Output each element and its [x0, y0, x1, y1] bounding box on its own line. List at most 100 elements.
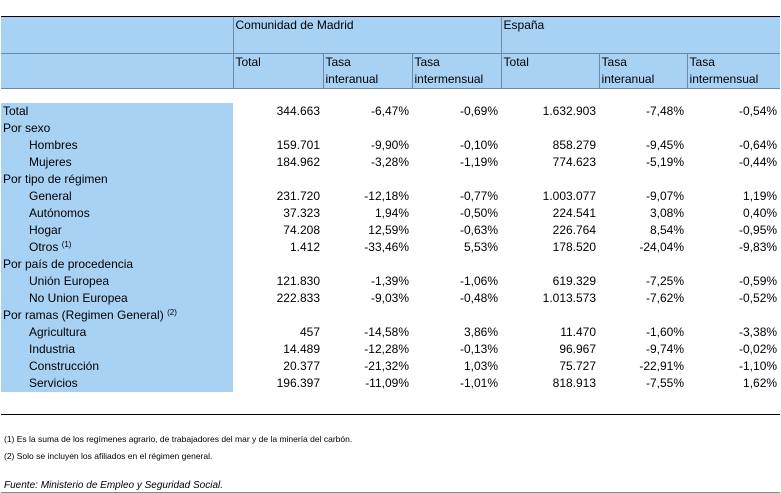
cell-value: -6,47% [370, 104, 409, 118]
cell-value: 74.208 [283, 223, 320, 237]
row-label: Agricultura [1, 324, 233, 341]
cell-value: -1,39% [370, 274, 409, 288]
cell-value: 20.377 [283, 359, 320, 373]
cell-value: -1,19% [460, 155, 499, 169]
column-header: Tasa intermensual [686, 53, 781, 89]
row-label-text: Hogar [29, 223, 62, 237]
cell-value: -7,25% [646, 274, 685, 288]
cell-value: -12,18% [364, 189, 409, 203]
cell-value: 196.397 [276, 376, 320, 390]
header-corner-lower [1, 53, 233, 89]
source-note: Fuente: Ministerio de Empleo y Seguridad… [4, 480, 224, 491]
footnote-marker: (2) [167, 308, 177, 317]
row-label-text: Por país de procedencia [3, 257, 134, 271]
column-header: Tasa intermensual [411, 53, 502, 89]
cell-value: -0,02% [739, 342, 778, 356]
cell-value [687, 307, 780, 324]
row-label-text: General [29, 189, 72, 203]
cell-value: -1,10% [739, 359, 778, 373]
row-label: Por país de procedencia [1, 256, 233, 273]
cell-value: -9,90% [370, 138, 409, 152]
cell-value: -9,07% [646, 189, 685, 203]
cell-value [599, 256, 687, 273]
cell-value [233, 256, 323, 273]
row-label-text: Servicios [29, 376, 78, 390]
table-row: Mujeres 184.962 -3,28% -1,19% 774.623 -5,19% -… [1, 154, 780, 171]
cell-value: -21,32% [364, 359, 409, 373]
column-header-line1: Total [235, 55, 261, 69]
cell-value: 224.541 [552, 206, 597, 220]
cell-value [501, 307, 599, 324]
cell-value: -9,45% [646, 138, 685, 152]
data-table: Comunidad de Madrid España Total Tasa int… [1, 16, 781, 392]
column-header: Total [500, 53, 600, 89]
footnote-1: (1) Es la suma de los regímenes agrario,… [4, 434, 353, 444]
column-header: Tasa interanual [598, 53, 688, 89]
cell-value: -22,91% [639, 359, 685, 373]
cell-value: 222.833 [276, 291, 320, 305]
cell-value: -12,28% [364, 342, 409, 356]
cell-value: -0,48% [460, 291, 499, 305]
row-label: Construcción [1, 358, 233, 375]
cell-value: -9,03% [370, 291, 409, 305]
cell-value [687, 171, 780, 188]
group-header-madrid: Comunidad de Madrid [232, 16, 502, 54]
table-body: Total 344.663 -6,47% -0,69% 1.632.903 -7,48% -… [1, 103, 780, 392]
cell-value: -0,10% [460, 138, 499, 152]
row-label: Hombres [1, 137, 233, 154]
row-label-text: Autónomos [29, 206, 90, 220]
cell-value: -0,54% [739, 104, 778, 118]
row-label: Autónomos [1, 205, 233, 222]
cell-value: -3,28% [370, 155, 409, 169]
row-label-text: Por ramas (Regimen General) [3, 308, 164, 322]
table-row: Agricultura 457 -14,58% 3,86% 11.470 -1,60% -3… [1, 324, 780, 341]
cell-value: 1,94% [374, 206, 409, 220]
footnote-2: (2) Solo se incluyen los afiliados en el… [4, 451, 213, 461]
cell-value: -3,38% [739, 325, 778, 339]
table-row: Hombres 159.701 -9,90% -0,10% 858.279 -9,45% -… [1, 137, 780, 154]
cell-value: -1,01% [460, 376, 499, 390]
column-header: Tasa interanual [322, 53, 412, 89]
cell-value: 37.323 [283, 206, 320, 220]
cell-value: -0,13% [460, 342, 499, 356]
group-header-row: Comunidad de Madrid España [1, 16, 781, 54]
cell-value [412, 120, 501, 137]
row-label-text: Mujeres [29, 155, 72, 169]
table-row: Autónomos 37.323 1,94% -0,50% 224.541 3,08% 0,… [1, 205, 780, 222]
row-label: Unión Europea [1, 273, 233, 290]
cell-value [687, 120, 780, 137]
cell-value: -0,52% [739, 291, 778, 305]
cell-value: 774.623 [552, 155, 597, 169]
cell-value: 818.913 [552, 376, 597, 390]
cell-value: -0,63% [460, 223, 499, 237]
column-header-line2: intermensual [689, 72, 759, 86]
column-header-row: Total Tasa interanual Tasa intermensual To… [1, 53, 781, 89]
cell-value [501, 120, 599, 137]
table-row: Construcción 20.377 -21,32% 1,03% 75.727 -22,… [1, 358, 780, 375]
table-row: Servicios 196.397 -11,09% -1,01% 818.913 -7,5… [1, 375, 780, 392]
cell-value: -1,06% [460, 274, 499, 288]
row-label: Servicios [1, 375, 233, 392]
row-label: Hogar [1, 222, 233, 239]
row-label: Por sexo [1, 120, 233, 137]
cell-value: 619.329 [552, 274, 597, 288]
cell-value: 14.489 [283, 342, 320, 356]
cell-value: 96.967 [559, 342, 597, 356]
cell-value [233, 307, 323, 324]
column-header-line1: Tasa [601, 55, 627, 69]
table-row: Hogar 74.208 12,59% -0,63% 226.764 8,54% -0,95… [1, 222, 780, 239]
cell-value: -24,04% [639, 240, 685, 254]
cell-value: -7,55% [646, 376, 685, 390]
cell-value: 3,08% [650, 206, 685, 220]
row-label: Por ramas (Regimen General) (2) [1, 307, 233, 324]
cell-value: -33,46% [364, 240, 409, 254]
table-row: Por país de procedencia [1, 256, 780, 273]
cell-value: -0,59% [739, 274, 778, 288]
table-row: Unión Europea 121.830 -1,39% -1,06% 619.329 -… [1, 273, 780, 290]
cell-value: 344.663 [276, 104, 320, 118]
cell-value: 1.013.573 [542, 291, 597, 305]
cell-value: 1.003.077 [542, 189, 597, 203]
cell-value: 3,86% [464, 325, 499, 339]
cell-value: 1,19% [743, 189, 778, 203]
cell-value: -1,60% [646, 325, 685, 339]
